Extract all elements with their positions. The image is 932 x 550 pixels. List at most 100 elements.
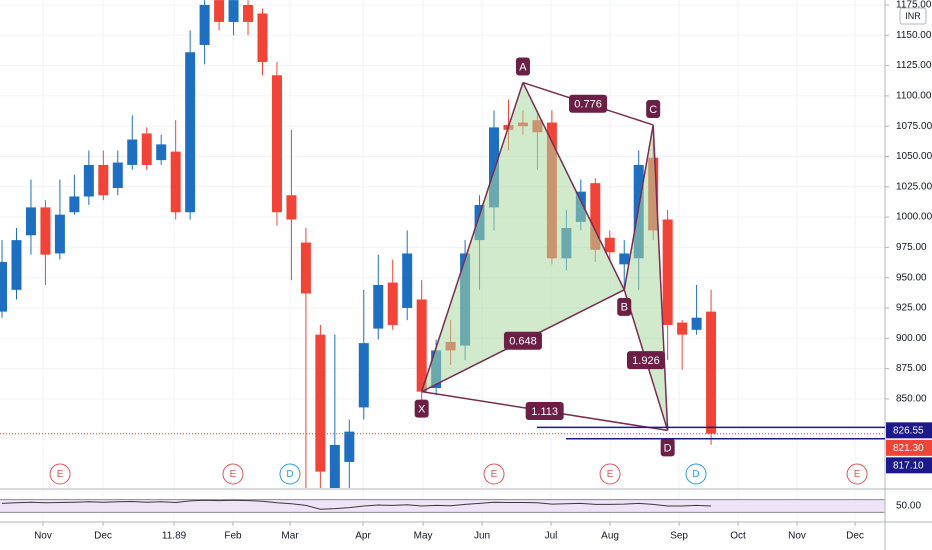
candle-body [69, 196, 80, 213]
candle-body [40, 207, 51, 255]
event-marker [846, 463, 868, 485]
candle-body [662, 219, 673, 325]
rsi-tag [886, 499, 932, 513]
event-marker [279, 463, 301, 485]
point-label: C [649, 104, 657, 116]
candle-body [257, 13, 268, 62]
ratio-box [525, 402, 564, 421]
pattern-leg [623, 124, 654, 290]
price-tag [886, 422, 932, 439]
currency-box[interactable] [899, 7, 927, 25]
ratio-box [503, 331, 542, 350]
ratio-label: 0.776 [574, 99, 602, 111]
candle-body [54, 214, 65, 254]
x-tick-label: 11.89 [162, 531, 187, 542]
y-tick-label: 900.00 [896, 333, 927, 344]
candle-body [98, 164, 109, 196]
candle-body [0, 261, 8, 312]
pattern-leg [522, 82, 625, 291]
candle-body [127, 139, 138, 165]
currency-label[interactable]: INR [905, 11, 921, 21]
price-tag-label: 826.55 [893, 425, 924, 436]
x-tick-label: Dec [846, 531, 864, 542]
candle-body [286, 195, 297, 220]
y-tick-label: 1175.00 [896, 0, 932, 11]
plot-area [0, 0, 885, 488]
y-tick-label: 1025.00 [896, 181, 932, 192]
pattern-leg [652, 124, 669, 431]
event-label: E [491, 469, 498, 480]
candle-body [489, 127, 500, 208]
pattern-leg [420, 82, 524, 392]
y-tick-label: 975.00 [896, 242, 927, 253]
price-tag [886, 457, 932, 474]
candle-body [185, 52, 196, 213]
candle-body [25, 207, 36, 236]
candle-body [387, 282, 398, 325]
point-label: B [621, 302, 628, 314]
candle-body [112, 162, 123, 188]
y-tick-label: 950.00 [896, 272, 927, 283]
y-tick-label: 1075.00 [896, 121, 932, 132]
point-label: A [519, 61, 527, 73]
event-label: E [607, 469, 614, 480]
rsi-tag-label: 50.00 [896, 501, 921, 512]
candle-body [156, 144, 167, 161]
price-tag-label: 821.30 [893, 443, 924, 454]
x-tick-label: Jun [474, 531, 490, 542]
candle-body [706, 311, 717, 434]
candle-body [315, 334, 326, 472]
x-tick-label: Mar [281, 531, 299, 542]
candle-body [300, 242, 311, 294]
candle-body [271, 75, 282, 213]
candle-body [83, 164, 94, 197]
price-tag [886, 439, 932, 456]
candle-body [604, 237, 615, 253]
rsi-line [1, 499, 712, 510]
x-tick-label: Sep [670, 531, 688, 542]
event-label: D [692, 469, 699, 480]
y-tick-label: 1000.00 [896, 212, 932, 223]
event-marker [222, 463, 244, 485]
y-tick-label: 1100.00 [896, 91, 932, 102]
candle-body [619, 253, 630, 265]
candle-body [358, 343, 369, 408]
point-box [414, 399, 429, 418]
point-label: D [664, 442, 672, 454]
price-labels: 0.776 0.648 1.113 1.926 X A B C D 826.55 821.30 817… [49, 57, 932, 485]
event-marker [483, 463, 505, 485]
event-marker [599, 463, 621, 485]
x-tick-label: May [414, 531, 433, 542]
x-tick-label: Nov [788, 531, 806, 542]
candle-body [691, 317, 702, 330]
ratio-label: 1.113 [531, 406, 558, 418]
y-tick-label: 1150.00 [896, 30, 932, 41]
price-tag-label: 817.10 [893, 460, 924, 471]
candle-body [373, 284, 384, 329]
event-label: D [286, 469, 293, 480]
point-box [646, 99, 661, 118]
ratio-label: 0.648 [509, 336, 537, 348]
event-label: E [230, 469, 237, 480]
point-box [660, 438, 675, 457]
candle-body [344, 431, 355, 462]
event-marker [685, 463, 707, 485]
candle-body [402, 253, 413, 308]
x-tick-label: Dec [94, 531, 112, 542]
x-tick-label: Aug [601, 531, 619, 542]
point-box [515, 57, 530, 76]
point-label: X [418, 404, 426, 416]
y-tick-label: 925.00 [896, 303, 927, 314]
point-box [617, 297, 632, 316]
candle-body [677, 322, 688, 335]
y-tick-label: 1050.00 [896, 151, 932, 162]
candle-body [590, 183, 601, 250]
pattern-fill [421, 82, 625, 392]
candle-body [199, 4, 210, 45]
ratio-box [569, 94, 608, 113]
event-marker [49, 463, 71, 485]
candle-body [243, 4, 254, 22]
